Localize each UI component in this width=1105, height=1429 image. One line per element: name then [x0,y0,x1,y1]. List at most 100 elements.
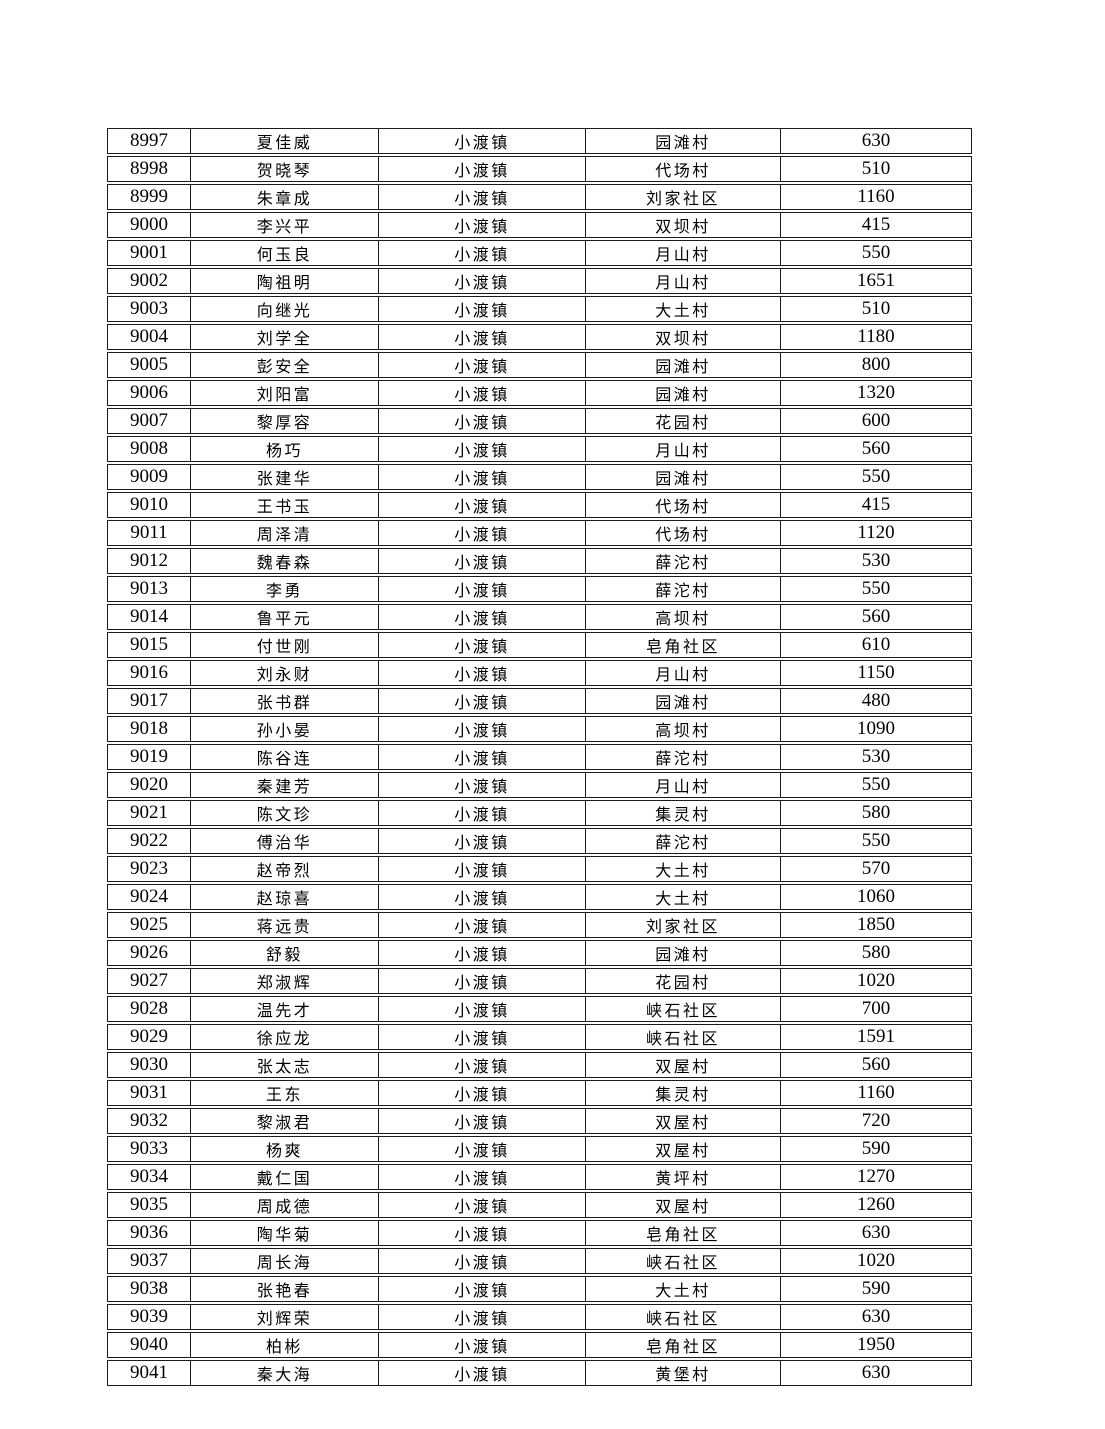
cell-village: 月山村 [585,240,780,266]
cell-village: 双坝村 [585,212,780,238]
cell-village: 大土村 [585,856,780,882]
cell-town: 小渡镇 [378,436,585,462]
table-row: 9001 何玉良 小渡镇 月山村 550 [107,240,972,266]
cell-person-name: 刘永财 [190,660,378,686]
cell-village: 峡石社区 [585,1024,780,1050]
cell-person-name: 周长海 [190,1248,378,1274]
cell-amount: 600 [780,408,972,434]
table-row: 9002 陶祖明 小渡镇 月山村 1651 [107,268,972,294]
cell-village: 高坝村 [585,604,780,630]
cell-person-name: 魏春森 [190,548,378,574]
table-row: 9029 徐应龙 小渡镇 峡石社区 1591 [107,1024,972,1050]
table-row: 9033 杨爽 小渡镇 双屋村 590 [107,1136,972,1162]
table-row: 9015 付世刚 小渡镇 皂角社区 610 [107,632,972,658]
cell-serial-number: 9011 [107,520,190,546]
cell-town: 小渡镇 [378,828,585,854]
cell-town: 小渡镇 [378,1360,585,1386]
cell-person-name: 杨爽 [190,1136,378,1162]
cell-town: 小渡镇 [378,1220,585,1246]
table-row: 9016 刘永财 小渡镇 月山村 1150 [107,660,972,686]
table-row: 9026 舒毅 小渡镇 园滩村 580 [107,940,972,966]
cell-serial-number: 9027 [107,968,190,994]
cell-village: 月山村 [585,268,780,294]
cell-serial-number: 9024 [107,884,190,910]
cell-village: 大土村 [585,884,780,910]
cell-person-name: 朱章成 [190,184,378,210]
table-row: 8999 朱章成 小渡镇 刘家社区 1160 [107,184,972,210]
cell-serial-number: 9039 [107,1304,190,1330]
cell-village: 薛沱村 [585,828,780,854]
table-row: 9009 张建华 小渡镇 园滩村 550 [107,464,972,490]
cell-serial-number: 8997 [107,128,190,154]
cell-village: 薛沱村 [585,576,780,602]
cell-person-name: 夏佳威 [190,128,378,154]
cell-serial-number: 9010 [107,492,190,518]
cell-town: 小渡镇 [378,688,585,714]
table-row: 9035 周成德 小渡镇 双屋村 1260 [107,1192,972,1218]
cell-amount: 480 [780,688,972,714]
table-row: 9011 周泽清 小渡镇 代场村 1120 [107,520,972,546]
cell-serial-number: 9023 [107,856,190,882]
cell-village: 代场村 [585,492,780,518]
cell-town: 小渡镇 [378,268,585,294]
cell-amount: 1850 [780,912,972,938]
cell-person-name: 徐应龙 [190,1024,378,1050]
cell-serial-number: 9037 [107,1248,190,1274]
cell-town: 小渡镇 [378,520,585,546]
cell-serial-number: 9008 [107,436,190,462]
table-row: 9030 张太志 小渡镇 双屋村 560 [107,1052,972,1078]
table-row: 9025 蒋远贵 小渡镇 刘家社区 1850 [107,912,972,938]
cell-person-name: 贺晓琴 [190,156,378,182]
cell-village: 双坝村 [585,324,780,350]
cell-town: 小渡镇 [378,604,585,630]
cell-amount: 510 [780,296,972,322]
cell-person-name: 赵帝烈 [190,856,378,882]
cell-person-name: 张艳春 [190,1276,378,1302]
cell-town: 小渡镇 [378,856,585,882]
cell-village: 高坝村 [585,716,780,742]
cell-town: 小渡镇 [378,1248,585,1274]
cell-serial-number: 9028 [107,996,190,1022]
cell-person-name: 王东 [190,1080,378,1106]
cell-person-name: 黎厚容 [190,408,378,434]
cell-serial-number: 9014 [107,604,190,630]
cell-amount: 550 [780,576,972,602]
cell-serial-number: 9016 [107,660,190,686]
cell-serial-number: 9018 [107,716,190,742]
cell-person-name: 张太志 [190,1052,378,1078]
cell-town: 小渡镇 [378,128,585,154]
cell-amount: 1260 [780,1192,972,1218]
cell-town: 小渡镇 [378,576,585,602]
cell-serial-number: 9009 [107,464,190,490]
cell-amount: 630 [780,128,972,154]
cell-village: 月山村 [585,660,780,686]
cell-serial-number: 9020 [107,772,190,798]
roster-table-body: 8997 夏佳威 小渡镇 园滩村 630 8998 贺晓琴 小渡镇 代场村 510 8999 朱章成小… [107,128,972,1386]
cell-amount: 560 [780,436,972,462]
cell-town: 小渡镇 [378,716,585,742]
cell-person-name: 陶祖明 [190,268,378,294]
cell-serial-number: 8998 [107,156,190,182]
cell-serial-number: 9007 [107,408,190,434]
cell-serial-number: 9001 [107,240,190,266]
cell-person-name: 陈文珍 [190,800,378,826]
cell-person-name: 郑淑辉 [190,968,378,994]
cell-person-name: 周泽清 [190,520,378,546]
cell-person-name: 戴仁国 [190,1164,378,1190]
cell-amount: 590 [780,1276,972,1302]
cell-village: 大土村 [585,1276,780,1302]
cell-village: 花园村 [585,408,780,434]
cell-town: 小渡镇 [378,1304,585,1330]
cell-amount: 560 [780,1052,972,1078]
cell-town: 小渡镇 [378,744,585,770]
cell-village: 园滩村 [585,128,780,154]
cell-serial-number: 9021 [107,800,190,826]
cell-amount: 550 [780,828,972,854]
table-row: 9041 秦大海 小渡镇 黄堡村 630 [107,1360,972,1386]
cell-town: 小渡镇 [378,548,585,574]
cell-serial-number: 9030 [107,1052,190,1078]
cell-person-name: 温先才 [190,996,378,1022]
cell-person-name: 刘辉荣 [190,1304,378,1330]
cell-person-name: 柏彬 [190,1332,378,1358]
